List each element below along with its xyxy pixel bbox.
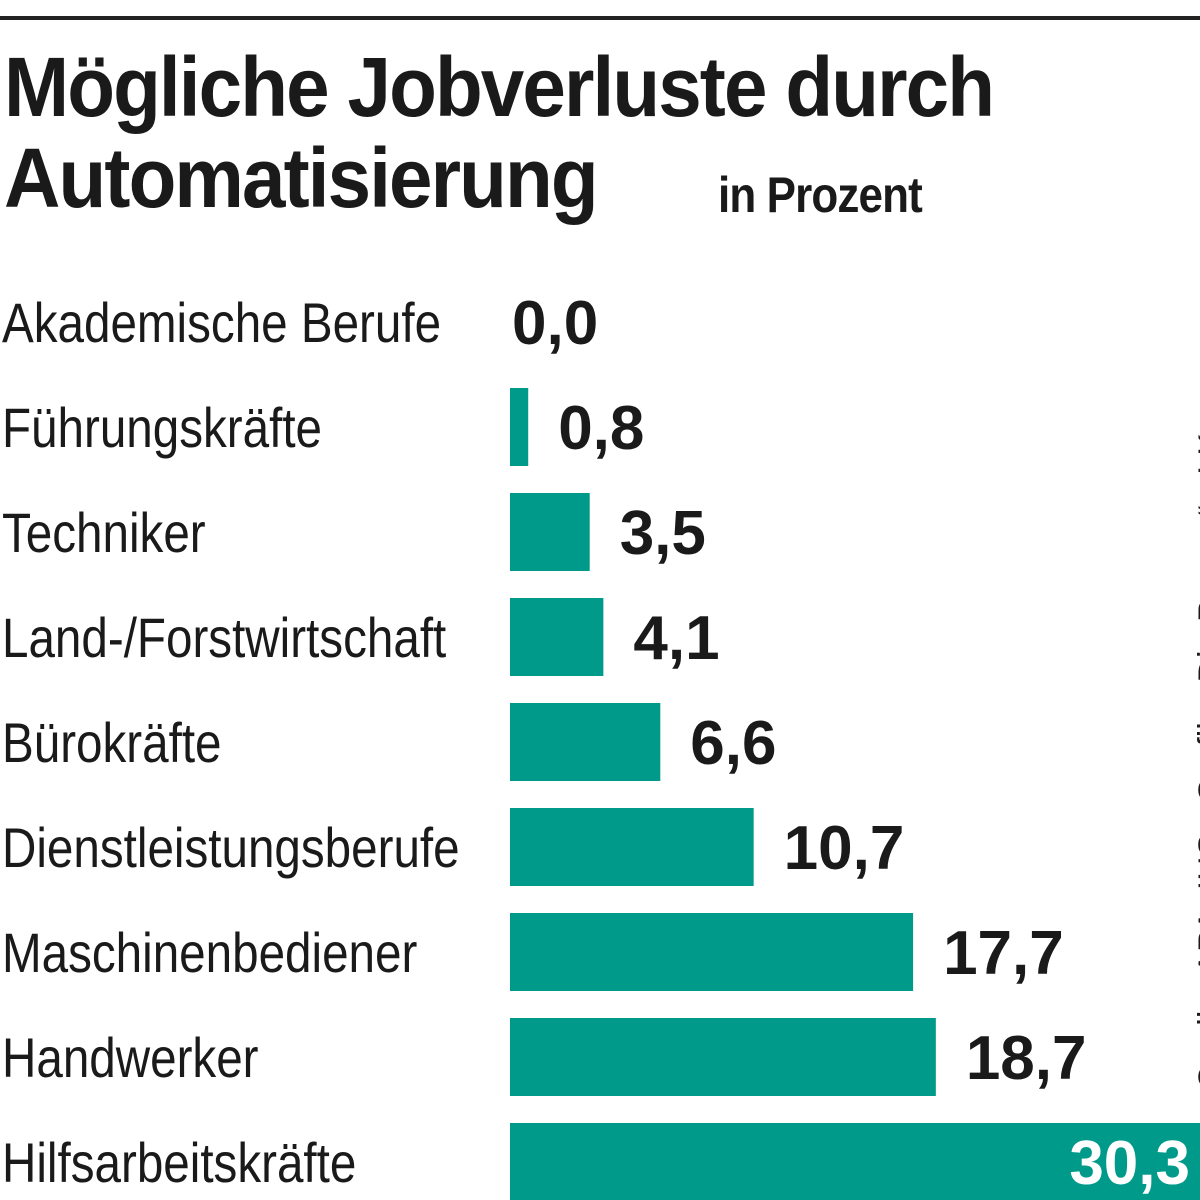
- category-label-dienstleistungsberufe: Dienstleistungsberufe: [2, 817, 460, 879]
- bar-fuehrungskraefte: [510, 388, 529, 466]
- category-label-hilfsarbeitskraefte: Hilfsarbeitskräfte: [2, 1132, 356, 1194]
- bar-buerokraefte: [510, 703, 661, 781]
- value-label-hilfsarbeitskraefte: 30,3: [1069, 1129, 1190, 1198]
- value-label-handwerker: 18,7: [966, 1024, 1087, 1093]
- source-note: Quelle: APA, IHS · Grafik: „Die Presse“ …: [1192, 433, 1200, 1090]
- chart-title-line2: Automatisierung: [4, 130, 599, 225]
- category-label-techniker: Techniker: [2, 502, 206, 564]
- category-label-handwerker: Handwerker: [2, 1027, 259, 1089]
- value-label-fuehrungskraefte: 0,8: [558, 394, 644, 463]
- category-label-maschinenbediener: Maschinenbediener: [2, 922, 417, 984]
- bar-maschinenbediener: [510, 913, 914, 991]
- top-rule: [0, 16, 1200, 20]
- bar-hilfsarbeitskraefte: [510, 1123, 1200, 1200]
- bar-dienstleistungsberufe: [510, 808, 754, 886]
- value-label-techniker: 3,5: [620, 499, 706, 568]
- unit-label: in Prozent: [718, 167, 923, 223]
- chart-title-line1: Mögliche Jobverluste durch: [4, 40, 995, 134]
- value-label-maschinenbediener: 17,7: [943, 919, 1064, 988]
- value-label-land-forstwirtschaft: 4,1: [633, 604, 719, 673]
- value-label-buerokraefte: 6,6: [690, 709, 776, 778]
- bar-land-forstwirtschaft: [510, 598, 604, 676]
- bar-handwerker: [510, 1018, 936, 1096]
- value-label-dienstleistungsberufe: 10,7: [784, 814, 905, 883]
- category-label-fuehrungskraefte: Führungskräfte: [2, 397, 322, 459]
- bar-techniker: [510, 493, 590, 571]
- category-label-land-forstwirtschaft: Land-/Forstwirtschaft: [2, 607, 447, 669]
- category-label-akademische-berufe: Akademische Berufe: [2, 292, 441, 354]
- chart-title: Mögliche Jobverluste durch Automatisieru…: [4, 40, 995, 225]
- value-label-akademische-berufe: 0,0: [512, 289, 598, 358]
- category-label-buerokraefte: Bürokräfte: [2, 712, 222, 774]
